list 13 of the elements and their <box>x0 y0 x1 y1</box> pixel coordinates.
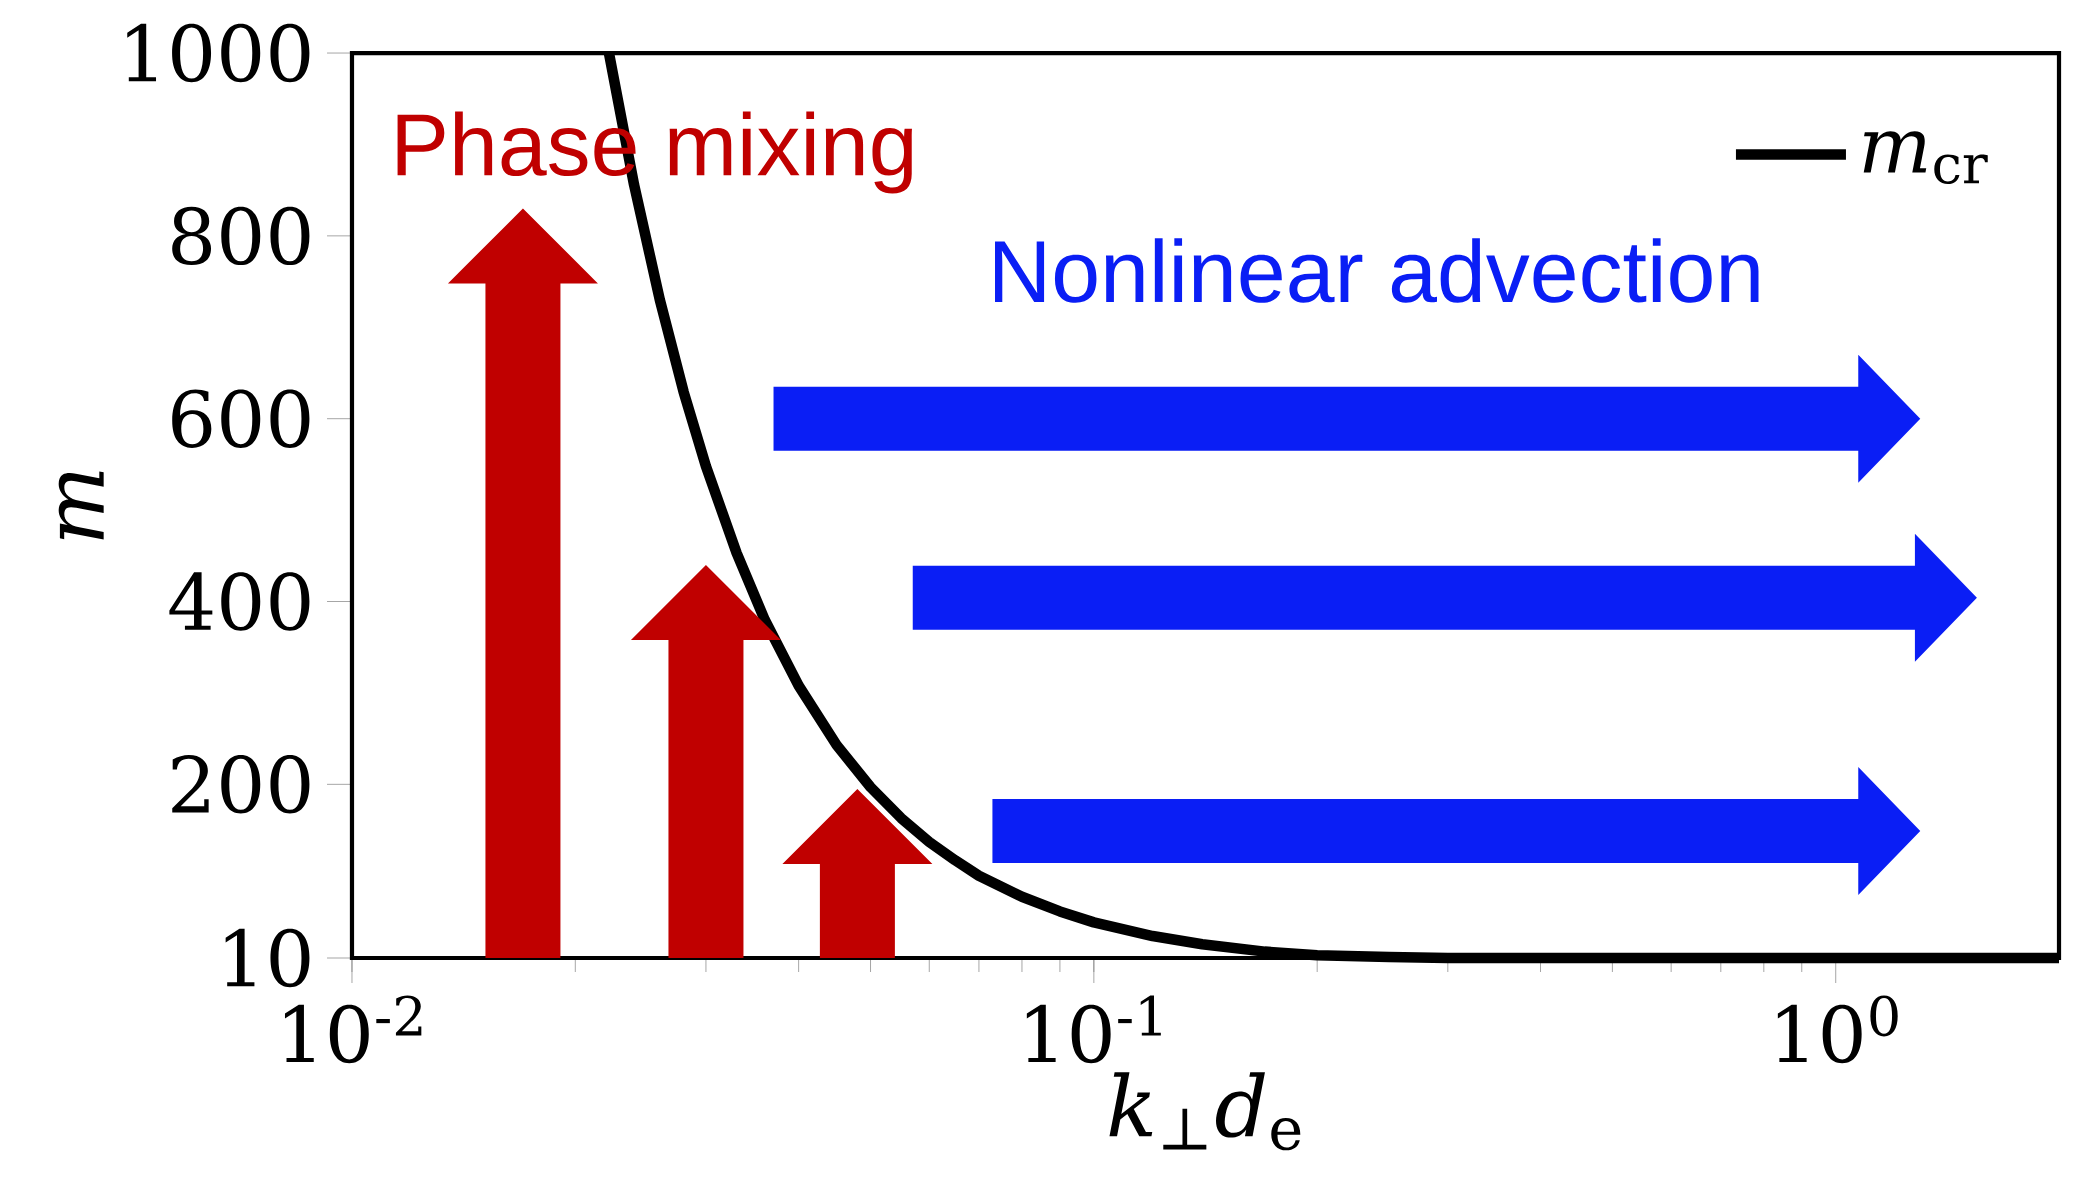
x-axis-title: k$_{⊥}$d$_{e}$ <box>1109 1072 1301 1151</box>
y-tick-label: 800 <box>172 206 310 266</box>
y-tick-label: 600 <box>172 389 310 448</box>
y-tick-label: 200 <box>172 755 310 814</box>
y-axis-title: m <box>58 471 104 540</box>
y-tick-label: 10 <box>225 928 310 988</box>
x-tick-label: 10$^{-2}$ <box>284 995 422 1064</box>
y-tick-label: 1000 <box>127 23 310 83</box>
y-tick-label: 400 <box>169 572 310 631</box>
x-tick-label: 10$^{-1}$ <box>1026 995 1161 1064</box>
x-tick-label: 10$^{0}$ <box>1777 995 1898 1064</box>
legend-label: m$_{cr}$ <box>1863 131 1988 185</box>
annotation: Nonlinear advection <box>995 238 1759 303</box>
